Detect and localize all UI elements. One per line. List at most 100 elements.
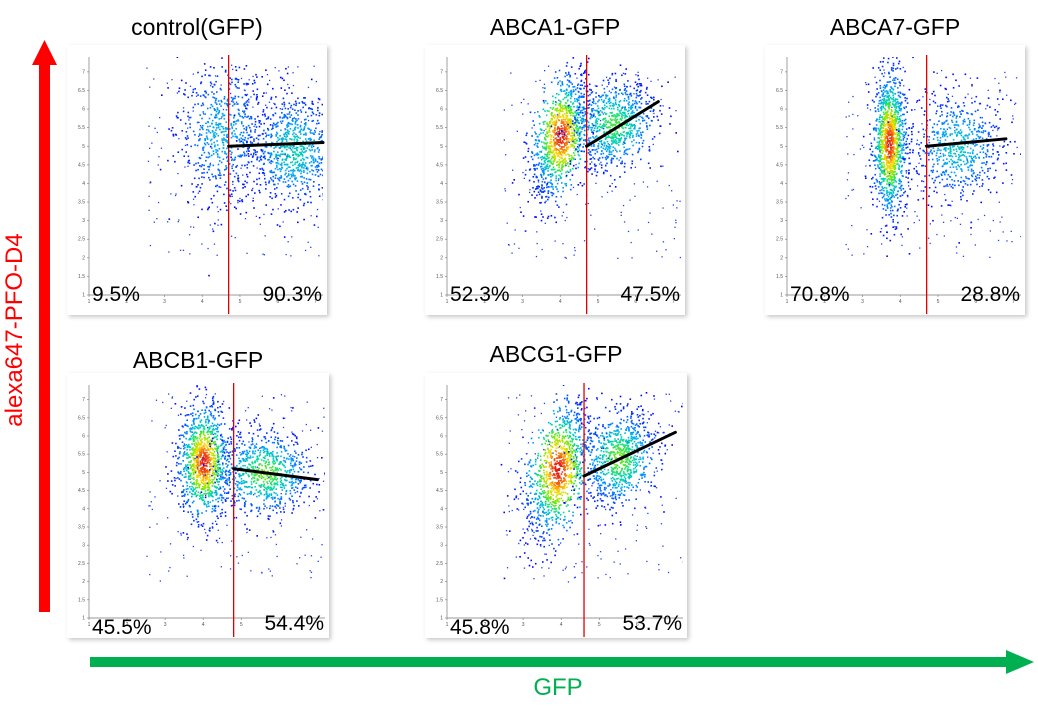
event-point	[887, 95, 890, 97]
event-point	[322, 169, 323, 172]
event-point	[572, 157, 575, 159]
event-point	[900, 233, 902, 236]
event-point	[894, 120, 897, 123]
event-point	[594, 165, 596, 167]
event-point	[548, 196, 550, 199]
event-point	[201, 75, 203, 78]
event-point	[603, 104, 606, 107]
event-point	[245, 127, 248, 129]
event-point	[191, 183, 193, 185]
event-point	[216, 144, 219, 146]
event-point	[202, 149, 204, 151]
event-point	[231, 126, 233, 128]
event-point	[570, 101, 572, 103]
event-point	[621, 162, 623, 164]
event-point	[572, 127, 575, 130]
event-point	[533, 124, 535, 126]
event-point	[607, 79, 609, 81]
event-point	[883, 166, 886, 168]
event-point	[548, 153, 551, 156]
event-point	[153, 78, 155, 80]
event-point	[556, 140, 558, 142]
event-point	[289, 128, 292, 130]
event-point	[570, 135, 572, 137]
event-point	[906, 102, 909, 104]
event-point	[901, 119, 904, 122]
event-point	[565, 154, 567, 156]
event-point	[571, 138, 574, 141]
event-point	[874, 107, 876, 109]
event-point	[881, 152, 884, 154]
event-point	[312, 159, 315, 162]
event-point	[544, 222, 546, 224]
event-point	[193, 164, 195, 166]
event-point	[868, 159, 871, 161]
event-point	[264, 115, 266, 117]
event-point	[620, 109, 622, 111]
event-point	[246, 131, 248, 134]
y-tick-label: 2.5	[78, 237, 85, 243]
event-point	[284, 114, 286, 117]
event-point	[570, 81, 572, 84]
event-point	[157, 201, 160, 204]
event-point	[675, 132, 677, 134]
event-point	[897, 94, 900, 97]
event-point	[889, 209, 892, 212]
event-point	[334, 141, 336, 143]
event-point	[335, 99, 337, 101]
event-point	[625, 132, 628, 135]
event-point	[289, 138, 291, 140]
event-point	[608, 102, 611, 105]
event-point	[594, 85, 596, 87]
event-point	[293, 175, 295, 177]
event-point	[313, 133, 315, 135]
event-point	[653, 109, 655, 111]
event-point	[572, 140, 574, 143]
event-point	[562, 105, 564, 107]
event-point	[883, 136, 886, 138]
event-point	[866, 104, 869, 106]
event-point	[287, 184, 290, 186]
event-point	[277, 162, 280, 165]
event-point	[212, 150, 215, 152]
event-point	[871, 186, 874, 188]
event-point	[311, 149, 314, 151]
event-point	[170, 193, 172, 195]
event-point	[206, 142, 209, 144]
event-point	[192, 130, 195, 133]
event-point	[207, 125, 209, 128]
event-point	[890, 212, 892, 215]
event-point	[284, 107, 287, 110]
event-point	[904, 152, 907, 154]
event-point	[215, 110, 218, 113]
event-point	[660, 98, 662, 101]
x-tick-label: 6	[634, 299, 637, 305]
event-points	[503, 57, 681, 259]
event-point	[546, 132, 548, 134]
event-point	[890, 139, 893, 142]
event-point	[192, 88, 195, 91]
event-point	[561, 146, 563, 149]
event-point	[605, 112, 608, 115]
event-point	[634, 125, 636, 127]
event-point	[871, 99, 874, 102]
event-point	[867, 83, 870, 86]
event-point	[171, 79, 173, 81]
event-point	[600, 150, 603, 152]
event-point	[883, 125, 886, 128]
event-point	[577, 150, 579, 153]
event-point	[215, 185, 217, 188]
event-point	[291, 92, 293, 94]
event-point	[259, 156, 262, 159]
event-point	[218, 148, 221, 150]
event-point	[591, 149, 594, 151]
event-point	[549, 159, 552, 162]
event-point	[303, 202, 306, 205]
event-point	[304, 138, 307, 140]
event-point	[537, 146, 539, 148]
event-point	[591, 110, 593, 113]
event-point	[573, 158, 575, 161]
event-point	[563, 131, 566, 134]
event-point	[269, 124, 272, 126]
event-point	[305, 122, 307, 124]
